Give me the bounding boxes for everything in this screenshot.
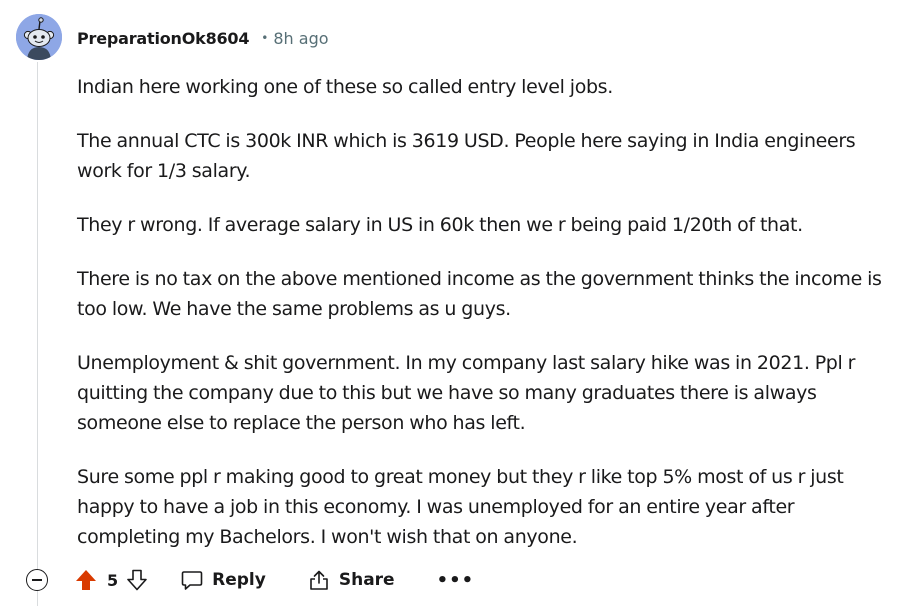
comment-paragraph: There is no tax on the above mentioned i… xyxy=(77,268,882,320)
comment-bubble-icon xyxy=(181,571,203,590)
collapse-button[interactable] xyxy=(26,569,48,591)
snoo-avatar-icon xyxy=(16,14,62,60)
comment-paragraph: Sure some ppl r making good to great mon… xyxy=(77,466,844,548)
comment-paragraph: The annual CTC is 300k INR which is 3619… xyxy=(77,130,856,182)
upvote-icon[interactable] xyxy=(75,569,97,591)
more-options-button[interactable]: ••• xyxy=(437,570,475,591)
reply-label: Reply xyxy=(212,570,266,590)
thread-line[interactable] xyxy=(37,62,38,606)
vote-score: 5 xyxy=(107,570,119,590)
comment-body: Indian here working one of these so call… xyxy=(77,72,899,576)
downvote-icon[interactable] xyxy=(126,569,148,591)
share-button[interactable]: Share xyxy=(308,569,395,591)
comment-paragraph: Indian here working one of these so call… xyxy=(77,76,613,98)
reply-button[interactable]: Reply xyxy=(181,569,266,591)
more-options-icon: ••• xyxy=(436,569,475,591)
collapse-icon xyxy=(32,579,42,581)
comment-paragraph: They r wrong. If average salary in US in… xyxy=(77,214,803,236)
share-icon xyxy=(310,570,328,590)
meta-separator: • xyxy=(261,31,269,45)
comment-action-bar: 5 Reply Share ••• xyxy=(26,564,474,596)
username[interactable]: PreparationOk8604 xyxy=(77,28,250,48)
timestamp[interactable]: 8h ago xyxy=(273,28,329,48)
comment-header: PreparationOk8604 • 8h ago xyxy=(77,27,329,49)
vote-controls: 5 xyxy=(75,569,148,591)
comment-paragraph: Unemployment & shit government. In my co… xyxy=(77,352,856,434)
share-label: Share xyxy=(338,570,395,590)
user-avatar[interactable] xyxy=(16,14,62,60)
